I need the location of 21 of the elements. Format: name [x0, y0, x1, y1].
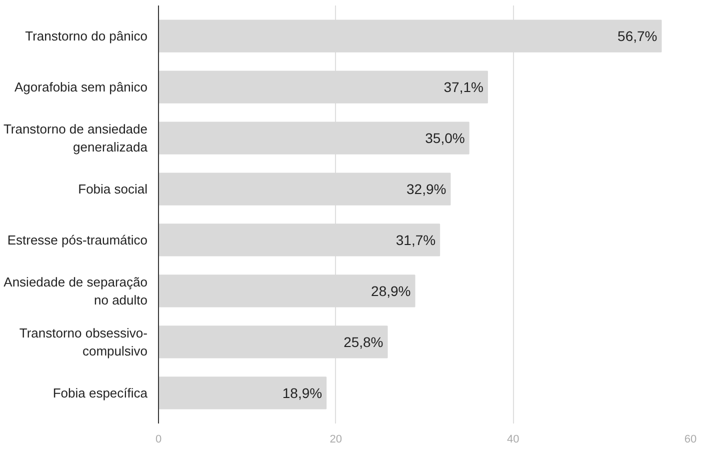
- data-label: 32,9%: [406, 181, 446, 198]
- data-label: 25,8%: [344, 334, 384, 350]
- data-label: 28,9%: [371, 282, 411, 299]
- y-tick-label: Ansiedade de separação no adulto: [4, 274, 148, 308]
- y-tick-label: Estresse pós-traumático: [7, 232, 148, 248]
- y-tick-label: Transtorno do pânico: [25, 28, 148, 44]
- data-label: 56,7%: [618, 28, 658, 44]
- x-tick-label: 60: [684, 434, 697, 446]
- data-label: 31,7%: [396, 232, 436, 248]
- y-tick-label: Transtorno obsessivo- compulsivo: [19, 325, 148, 358]
- x-tick-label: 0: [155, 434, 162, 446]
- y-tick-label: Fobia social: [78, 182, 148, 197]
- data-label: 35,0%: [425, 130, 465, 146]
- y-tick-label: Transtorno de ansiedade generalizada: [3, 122, 148, 155]
- y-tick-label: Agorafobia sem pânico: [14, 80, 148, 95]
- bar: [158, 376, 327, 410]
- x-tick-label: 20: [330, 434, 342, 446]
- y-tick-label: Fobia específica: [52, 385, 148, 400]
- x-tick-label: 40: [507, 434, 520, 446]
- data-label: 37,1%: [444, 79, 484, 96]
- data-label: 18,9%: [282, 384, 322, 401]
